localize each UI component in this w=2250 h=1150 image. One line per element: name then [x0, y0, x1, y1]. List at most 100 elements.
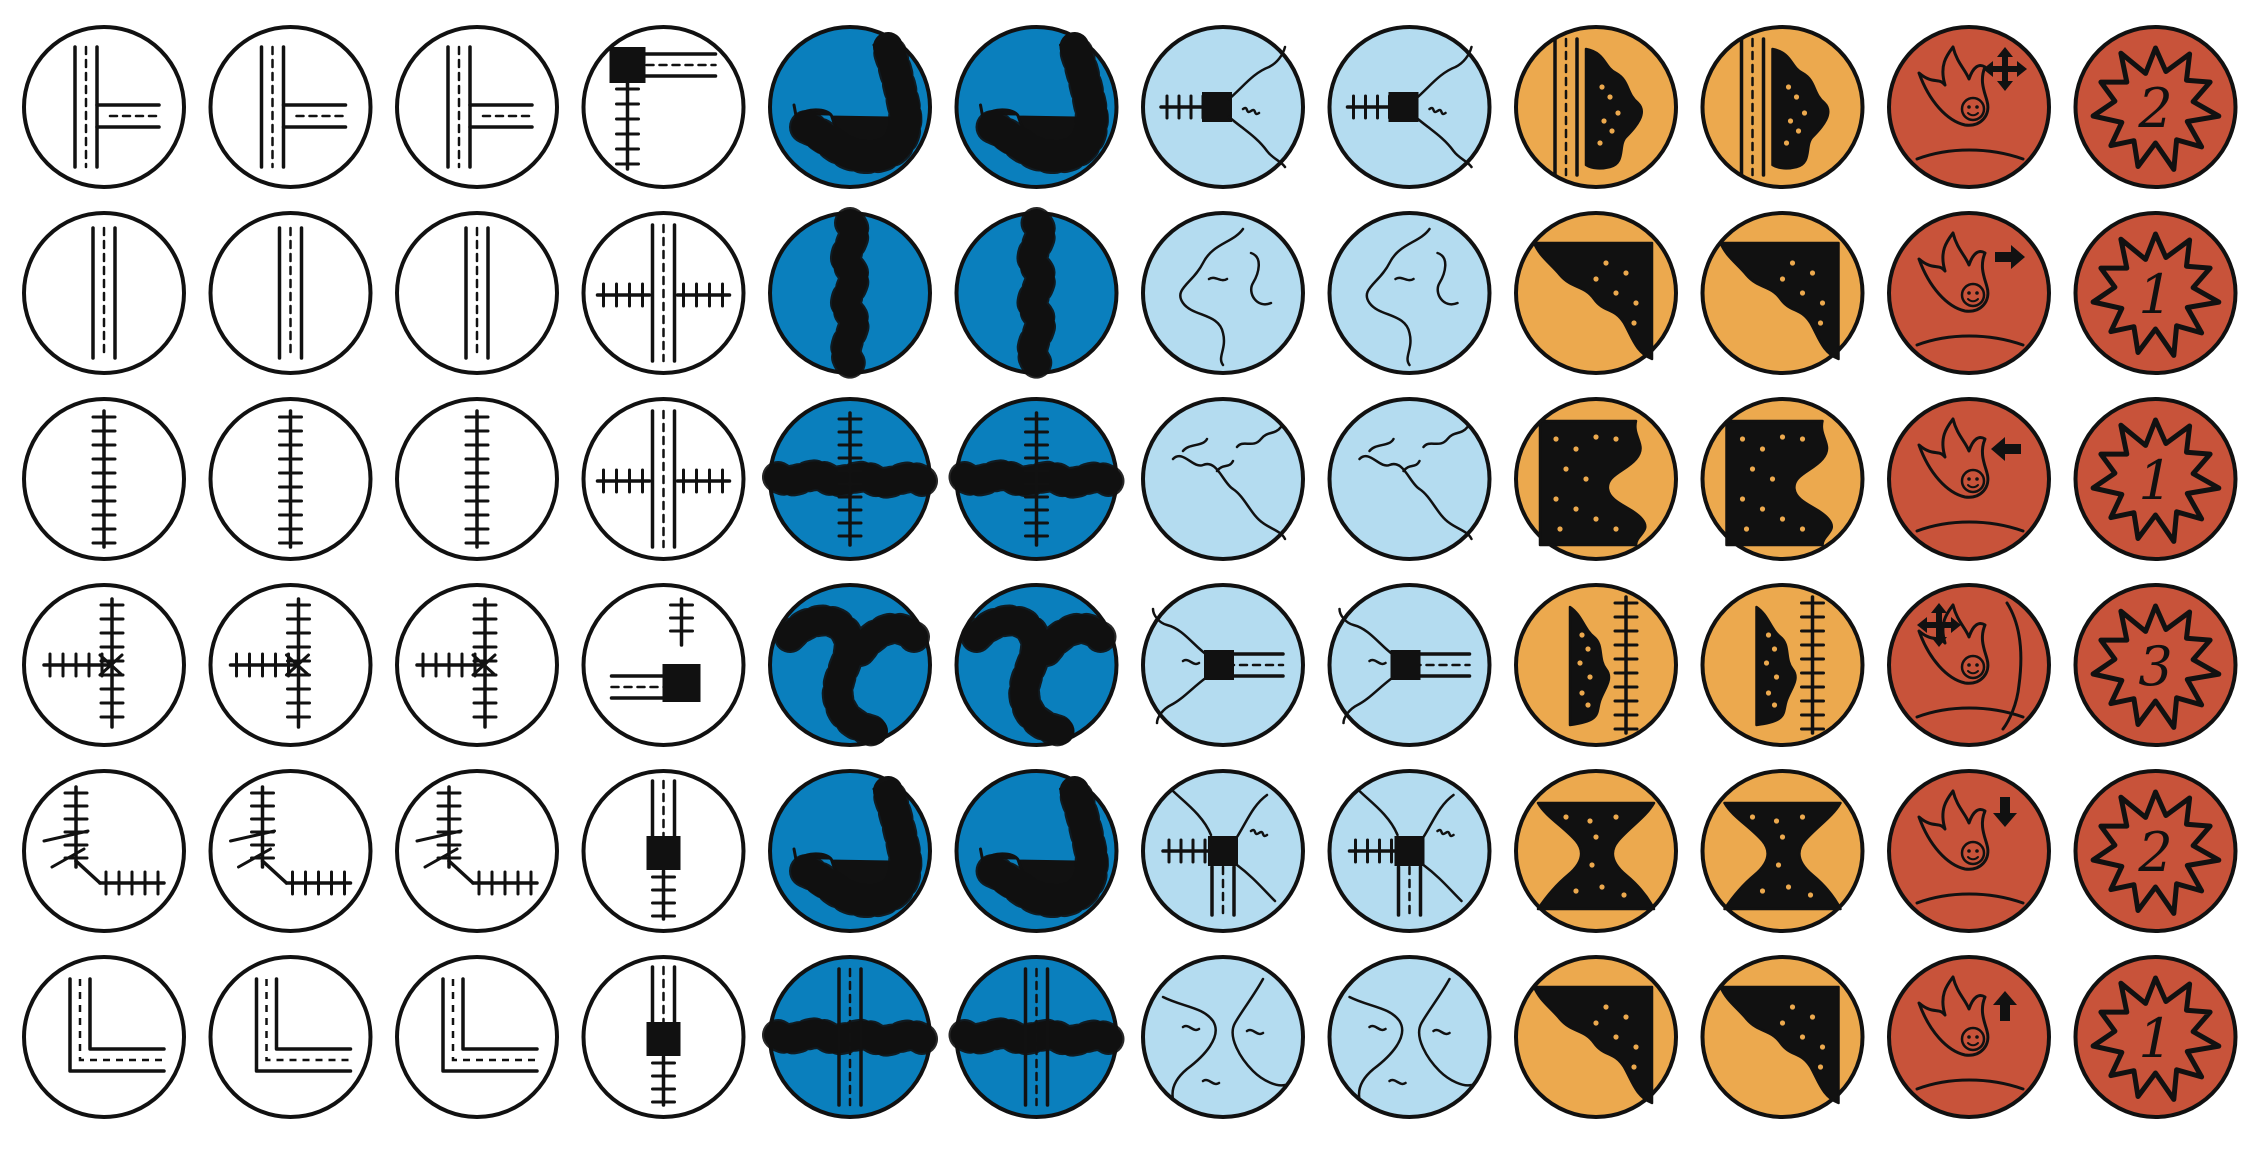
cliff-road-left-icon — [1553, 37, 1643, 177]
river-hook-icon — [975, 30, 1109, 175]
river-s-icon — [774, 604, 930, 747]
tile-cliff-road-left — [1514, 25, 1678, 189]
tile-meteor-move — [1887, 211, 2051, 375]
tile-cliff-pinch — [1700, 769, 1865, 933]
river-rail-icon — [762, 411, 938, 547]
tile-meteor-move — [1887, 769, 2051, 933]
tile-cliff-notch — [1700, 397, 1865, 561]
cliff-pinch-icon — [1723, 801, 1842, 911]
rail-corner-icon — [415, 785, 539, 896]
road-rail-cross-icon — [595, 223, 732, 363]
tile-cliff-notch — [1514, 397, 1678, 561]
tile-stream-cross — [1327, 955, 1492, 1119]
road-corner-icon — [68, 977, 166, 1073]
tile-meteor-move — [1887, 583, 2051, 747]
cliff-corner-icon — [1532, 241, 1654, 361]
tile-stream-cross — [1141, 955, 1305, 1119]
road-rail-vertical-station-icon — [646, 779, 681, 921]
tile-explosion: 2 — [2073, 25, 2238, 189]
river-s-icon — [960, 604, 1117, 747]
tile-road-tee — [395, 25, 559, 189]
road-tee-icon — [73, 45, 161, 169]
tile-meteor-move — [1887, 397, 2051, 561]
tile-disc — [395, 955, 559, 1119]
tile-cliff-corner — [1700, 211, 1865, 375]
cliff-rail-right-icon — [1755, 595, 1825, 735]
tile-rail-corner — [208, 769, 373, 933]
cliff-corner-icon — [1719, 985, 1840, 1105]
explosion-number: 1 — [2138, 449, 2172, 512]
rail-tee-icon — [415, 597, 498, 729]
explosion-icon: 2 — [2090, 789, 2222, 916]
tile-disc — [1141, 955, 1305, 1119]
tile-river-rail — [948, 397, 1125, 561]
cliff-rail-right-icon — [1568, 595, 1639, 735]
meteor-move-icon — [1915, 417, 2025, 533]
meteor-move-icon — [1915, 45, 2027, 161]
road-tee-icon — [259, 45, 348, 169]
tile-rail-tee — [208, 583, 373, 747]
explosion-number: 3 — [2138, 635, 2172, 698]
tile-rail-corner — [395, 769, 559, 933]
tile-rail-tee — [395, 583, 559, 747]
stream-rail-bridge-icon — [1159, 45, 1287, 169]
tile-road-tee — [208, 25, 373, 189]
tile-stream-loop — [1327, 211, 1492, 375]
stream-cross-icon — [1161, 977, 1287, 1101]
tile-cliff-road-left — [1700, 25, 1865, 189]
stream-fork-icon — [1171, 425, 1287, 541]
river-hook-icon — [789, 30, 923, 175]
explosion-icon: 1 — [2090, 417, 2222, 544]
road-rail-vertical-station-icon — [646, 965, 681, 1107]
tile-disc — [1327, 955, 1492, 1119]
rail-tee-icon — [42, 597, 125, 729]
tile-disc — [22, 955, 186, 1119]
tile-cliff-corner — [1514, 955, 1678, 1119]
stream-road-bridge-icon — [1338, 607, 1472, 725]
tile-meteor-move — [1887, 25, 2051, 189]
tile-river-road — [762, 955, 938, 1119]
meteor-move-icon — [1915, 231, 2025, 347]
river-straight-icon — [1016, 207, 1057, 379]
river-road-icon — [762, 967, 938, 1107]
tile-road-rail-vertical-station — [581, 769, 746, 933]
tile-disc — [395, 25, 559, 189]
road-straight-icon — [277, 226, 304, 360]
tile-stream-fork — [1141, 397, 1305, 561]
tile-cliff-rail-right — [1514, 583, 1678, 747]
explosion-icon: 2 — [2090, 45, 2222, 172]
tile-cliff-pinch — [1514, 769, 1678, 933]
tile-cliff-corner — [1700, 955, 1865, 1119]
tile-disc — [208, 25, 373, 189]
road-bridge-junction-icon — [609, 47, 718, 171]
river-road-icon — [948, 967, 1125, 1107]
tile-disc — [1141, 211, 1305, 375]
explosion-number: 2 — [2137, 77, 2172, 140]
tile-road-corner — [395, 955, 559, 1119]
tile-disc — [208, 769, 373, 933]
tile-road-straight — [22, 211, 186, 375]
tile-explosion: 1 — [2073, 211, 2238, 375]
explosion-number: 1 — [2138, 263, 2172, 326]
tile-river-hook — [768, 25, 932, 189]
explosion-icon: 1 — [2090, 975, 2222, 1102]
river-straight-icon — [830, 207, 870, 379]
rail-straight-icon — [464, 409, 490, 549]
cliff-road-left-icon — [1739, 37, 1830, 177]
tile-river-rail — [762, 397, 938, 561]
rail-straight-icon — [91, 409, 117, 549]
cliff-notch-icon — [1725, 419, 1834, 547]
tile-rail-straight — [208, 397, 373, 561]
tile-rail-straight — [22, 397, 186, 561]
river-rail-icon — [948, 411, 1125, 547]
tile-road-rail-cross — [581, 211, 746, 375]
road-tee-icon — [446, 45, 534, 169]
tile-disc — [22, 769, 186, 933]
tile-road-rail-cross — [581, 397, 746, 561]
tile-road-corner — [22, 955, 186, 1119]
tile-disc — [395, 769, 559, 933]
tile-disc — [208, 955, 373, 1119]
road-straight-icon — [91, 226, 117, 360]
tile-rail-corner — [22, 769, 186, 933]
